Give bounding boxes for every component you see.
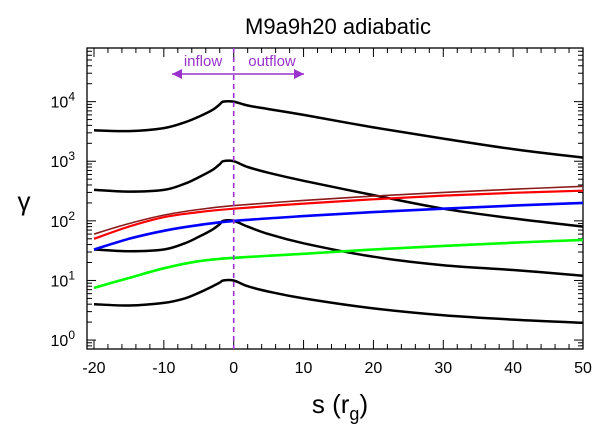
outflow-arrowhead <box>294 69 304 79</box>
x-axis-label: s (rg) <box>312 389 368 424</box>
y-tick-label: 104 <box>51 90 76 112</box>
plot-area <box>86 47 584 350</box>
y-axis-label: γ <box>18 186 31 216</box>
series-line-5 <box>93 185 584 235</box>
y-tick-base: 10 <box>51 95 69 112</box>
y-tick-base: 10 <box>51 273 69 290</box>
y-tick-exponent: 0 <box>68 328 75 342</box>
x-tick-label: -20 <box>82 360 105 377</box>
x-tick-label: -10 <box>152 360 175 377</box>
y-tick-exponent: 4 <box>68 90 75 104</box>
x-tick-labels: -20 -10 0 10 20 30 40 50 <box>82 360 592 377</box>
y-tick-label: 103 <box>51 149 76 171</box>
outflow-label: outflow <box>248 53 296 70</box>
y-tick-label: 100 <box>51 328 76 350</box>
y-tick-exponent: 1 <box>68 268 75 282</box>
plot-frame <box>86 47 584 350</box>
series-line-4 <box>93 278 584 325</box>
x-axis-label-main: s (r <box>312 389 350 419</box>
series-line-7 <box>93 201 584 251</box>
series-line-2 <box>93 159 584 228</box>
series-line-8 <box>93 238 584 290</box>
x-tick-label: 0 <box>229 360 238 377</box>
x-tick-label: 10 <box>295 360 313 377</box>
x-tick-label: 50 <box>574 360 592 377</box>
y-tick-exponent: 2 <box>68 209 75 223</box>
series-line-1 <box>93 99 584 159</box>
x-tick-label: 40 <box>504 360 522 377</box>
x-axis-label-close: ) <box>359 389 368 419</box>
y-tick-label: 101 <box>51 268 76 290</box>
x-tick-label: 30 <box>434 360 452 377</box>
y-tick-exponent: 3 <box>68 149 75 163</box>
y-tick-base: 10 <box>51 333 69 350</box>
inflow-label: inflow <box>184 53 223 70</box>
inflow-arrowhead <box>172 69 182 79</box>
x-tick-label: 20 <box>365 360 383 377</box>
chart-title: M9a9h20 adiabatic <box>245 14 431 39</box>
y-tick-label: 102 <box>51 209 76 231</box>
y-tick-base: 10 <box>51 154 69 171</box>
y-tick-base: 10 <box>51 214 69 231</box>
x-axis-label-sub: g <box>349 404 359 424</box>
series-line-6 <box>93 189 584 240</box>
